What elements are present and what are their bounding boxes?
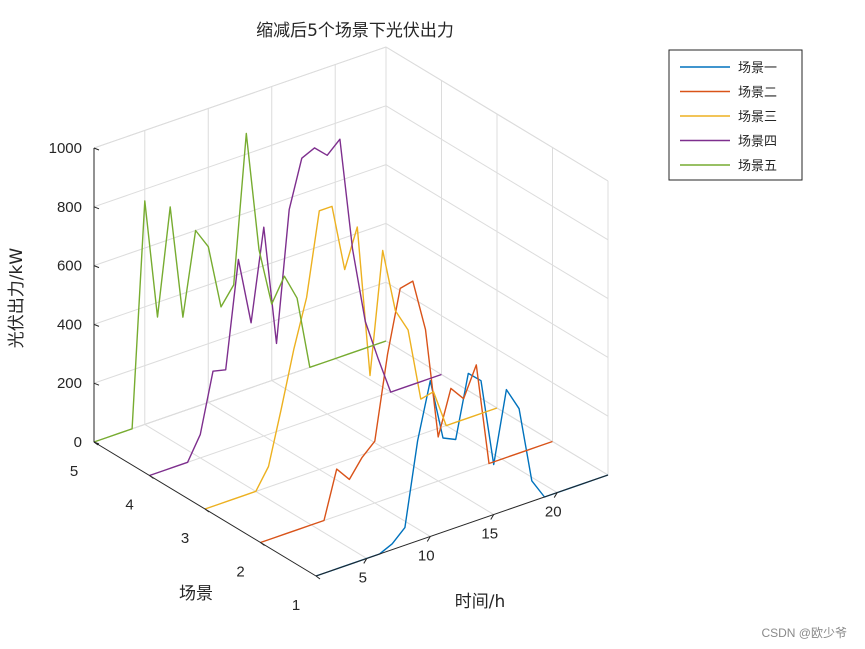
side-top-edge bbox=[385, 46, 609, 182]
z-tick-mark bbox=[93, 441, 100, 445]
grid-lines bbox=[93, 46, 609, 577]
y-tick-label: 4 bbox=[125, 497, 133, 514]
z-tick-mark bbox=[93, 206, 100, 210]
legend-box bbox=[668, 49, 803, 181]
series-line-1 bbox=[315, 372, 609, 577]
y-tick-label: 1 bbox=[292, 597, 300, 614]
series-lines bbox=[93, 132, 609, 577]
legend-label-1: 场景一 bbox=[738, 61, 777, 76]
tick-labels: 5 10 15 20 1 2 3 4 5 0 200 400 600 800 1000 bbox=[49, 140, 562, 614]
x-axis-label: 时间/h bbox=[455, 592, 506, 612]
z-gridline-back bbox=[93, 281, 387, 384]
z-tick-label: 200 bbox=[57, 375, 82, 392]
x-tick-label: 10 bbox=[418, 547, 435, 564]
y-tick-mark bbox=[315, 575, 321, 580]
series-line-5 bbox=[93, 132, 387, 443]
z-tick-mark bbox=[93, 265, 100, 269]
y-tick-label: 5 bbox=[70, 463, 78, 480]
series-line-2 bbox=[260, 280, 553, 544]
x-tick-mark bbox=[426, 536, 431, 542]
watermark-text: CSDN @欧少爷 bbox=[761, 626, 847, 640]
z-tick-label: 1000 bbox=[49, 140, 82, 157]
y-tick-label: 2 bbox=[236, 564, 244, 581]
y-tick-label: 3 bbox=[181, 530, 189, 547]
x-axis-line bbox=[315, 474, 609, 577]
x-tick-mark bbox=[553, 492, 558, 498]
z-gridline-back bbox=[93, 222, 387, 325]
chart-title: 缩减后5个场景下光伏出力 bbox=[256, 21, 454, 41]
z-axis-label: 光伏出力/kW bbox=[7, 248, 27, 349]
x-tick-label: 15 bbox=[481, 526, 498, 543]
series-line-3 bbox=[204, 205, 498, 510]
y-tick-mark bbox=[260, 542, 265, 546]
x-tick-label: 5 bbox=[359, 569, 367, 586]
legend-label-2: 场景二 bbox=[738, 86, 777, 101]
y-axis-label: 场景 bbox=[179, 584, 213, 604]
x-tick-mark bbox=[490, 514, 495, 520]
z-tick-mark bbox=[93, 323, 100, 327]
z-tick-label: 800 bbox=[57, 199, 82, 216]
legend-label-5: 场景五 bbox=[738, 159, 777, 174]
z-tick-mark bbox=[93, 382, 100, 386]
x-tick-label: 20 bbox=[545, 504, 562, 521]
back-top-edge bbox=[93, 46, 387, 149]
z-tick-label: 400 bbox=[57, 316, 82, 333]
z-gridline-back bbox=[93, 105, 387, 208]
y-tick-mark bbox=[204, 508, 210, 513]
y-tick-mark bbox=[149, 475, 154, 479]
z-tick-mark bbox=[93, 147, 100, 151]
series-line-4 bbox=[149, 138, 442, 477]
z-tick-label: 600 bbox=[57, 258, 82, 275]
z-tick-label: 0 bbox=[74, 434, 82, 451]
legend-label-4: 场景四 bbox=[738, 135, 777, 150]
x-tick-mark bbox=[363, 558, 368, 564]
legend-label-3: 场景三 bbox=[738, 110, 777, 125]
axes bbox=[93, 147, 609, 580]
